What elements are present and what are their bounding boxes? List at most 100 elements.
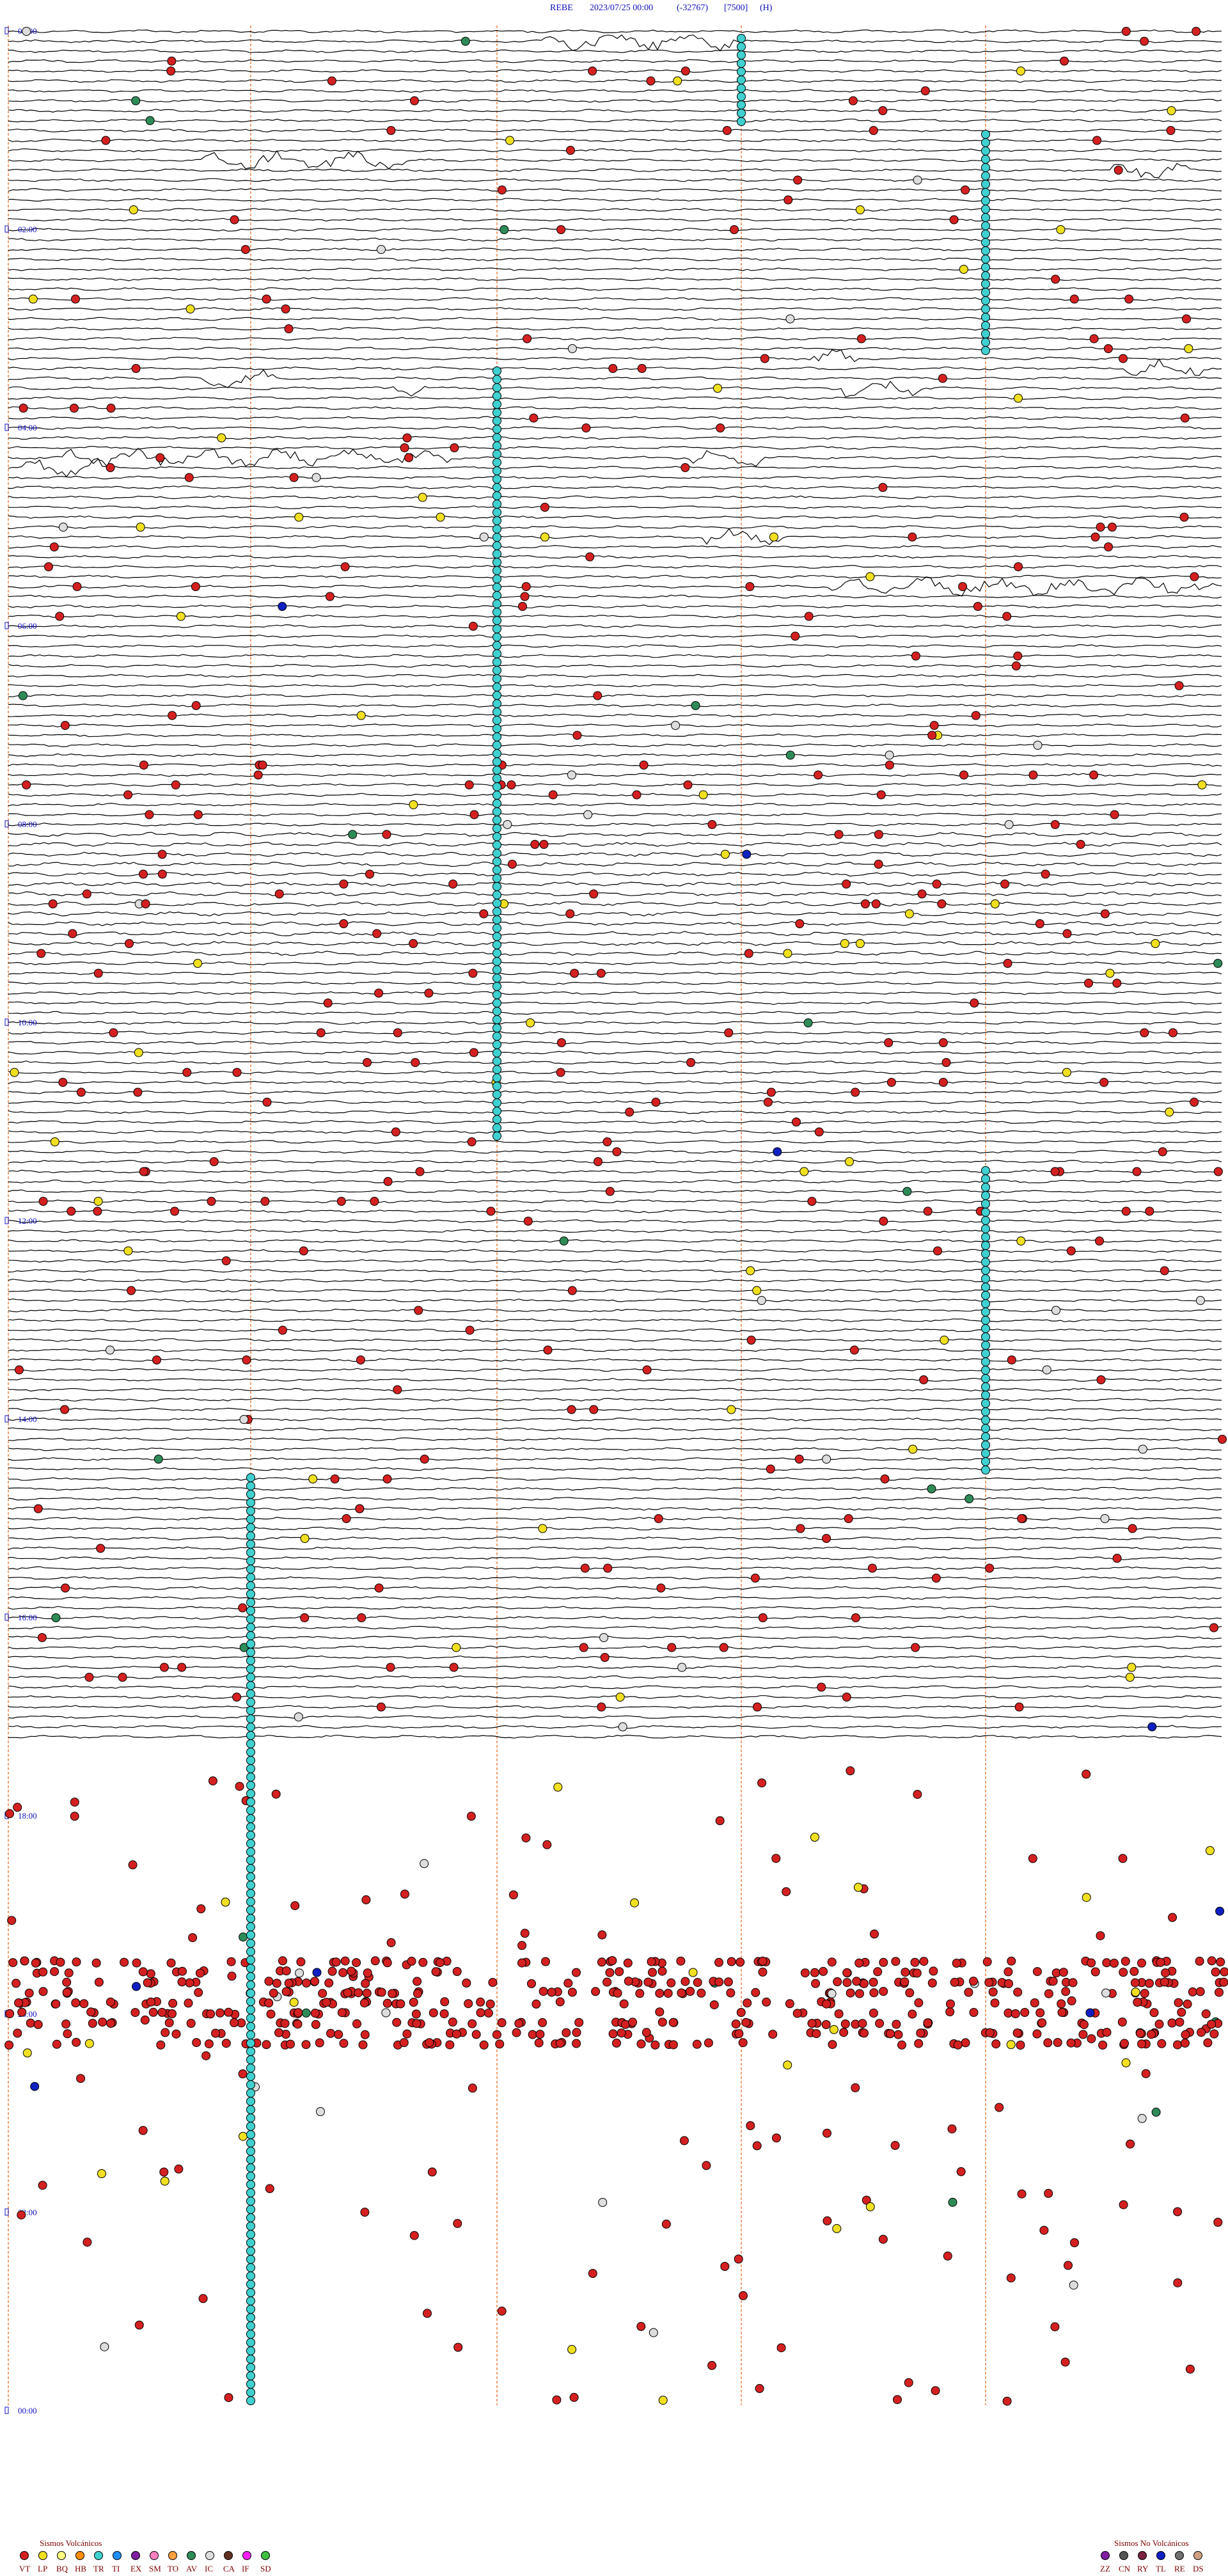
header: REBE 2023/07/25 00:00 (-32767) [7500] (H… <box>550 3 773 13</box>
trace <box>8 1427 1222 1432</box>
event-marker <box>492 466 501 475</box>
trace <box>8 505 1222 509</box>
event-marker <box>585 552 595 562</box>
event-marker <box>98 2018 107 2027</box>
event-marker <box>823 2216 832 2225</box>
event-marker <box>260 1197 270 1206</box>
event-marker <box>1082 1769 1091 1779</box>
event-marker <box>469 1048 478 1057</box>
event-marker <box>246 2305 255 2314</box>
event-marker <box>246 2321 255 2330</box>
event-marker <box>492 375 501 384</box>
event-marker <box>1002 612 1012 621</box>
event-marker <box>1216 1957 1225 1967</box>
trace <box>8 1566 1222 1570</box>
trace <box>8 1467 1222 1471</box>
event-marker <box>1098 2041 1108 2050</box>
event-marker <box>597 1930 607 1940</box>
event-marker <box>352 1958 361 1968</box>
event-marker <box>1118 1854 1128 1863</box>
event-marker <box>12 1979 21 1988</box>
event-marker <box>572 2039 581 2048</box>
event-marker <box>567 344 577 353</box>
event-marker <box>246 2030 255 2039</box>
event-marker <box>452 2029 461 2039</box>
event-marker <box>33 1504 43 1513</box>
event-marker <box>348 830 358 839</box>
event-marker <box>258 761 267 770</box>
event-marker <box>414 1306 423 1315</box>
event-marker <box>753 1702 762 1712</box>
event-marker <box>246 2280 255 2289</box>
event-marker <box>647 1957 656 1966</box>
event-marker <box>278 602 287 611</box>
event-marker <box>1173 2278 1183 2288</box>
event-marker <box>492 1123 501 1132</box>
trace <box>8 1031 1222 1035</box>
legend-code: RE <box>1174 2564 1185 2573</box>
event-marker <box>246 1515 255 1524</box>
event-marker <box>1195 1987 1205 1996</box>
event-marker <box>133 1087 143 1097</box>
event-marker <box>10 1068 19 1077</box>
event-marker <box>392 2018 402 2027</box>
event-marker <box>161 2028 170 2037</box>
event-marker <box>1180 413 1190 423</box>
trace <box>8 515 1222 519</box>
event-marker <box>671 721 681 730</box>
event-marker <box>63 2029 72 2039</box>
event-marker <box>76 2074 86 2083</box>
event-marker <box>792 2009 802 2018</box>
event-marker <box>917 889 927 899</box>
event-marker <box>726 1988 736 1998</box>
event-marker <box>409 2231 419 2240</box>
event-marker <box>246 1706 255 1715</box>
event-marker <box>523 1217 533 1226</box>
trace <box>8 1169 1222 1174</box>
event-marker <box>246 2247 255 2256</box>
event-marker <box>1057 2007 1067 2017</box>
event-marker <box>529 413 539 423</box>
event-marker <box>246 1822 255 1831</box>
event-marker <box>1066 2038 1076 2048</box>
event-marker <box>981 171 990 180</box>
trace <box>8 1050 1222 1055</box>
event-marker <box>751 1987 760 1997</box>
trace <box>8 1119 1222 1125</box>
legend-swatch <box>75 2551 84 2560</box>
event-marker <box>194 1987 203 1997</box>
event-marker <box>981 1324 990 1333</box>
event-marker <box>686 1987 695 1996</box>
event-marker <box>1181 2030 1190 2039</box>
time-label: 16:00 <box>18 1613 37 1622</box>
event-marker <box>793 175 803 185</box>
event-marker <box>981 288 990 297</box>
legend-swatch <box>38 2551 47 2560</box>
event-marker <box>579 1643 588 1652</box>
event-marker <box>246 1498 255 1507</box>
trace <box>8 1140 1222 1144</box>
event-marker <box>460 36 470 46</box>
legend-code: EX <box>130 2564 142 2573</box>
event-marker <box>246 2055 255 2064</box>
event-marker <box>834 830 844 839</box>
event-marker <box>1213 1167 1223 1176</box>
event-marker <box>357 1613 366 1622</box>
event-marker <box>720 2262 730 2271</box>
event-marker <box>656 1583 666 1593</box>
event-marker <box>981 138 990 147</box>
event-marker <box>246 2114 255 2122</box>
event-marker <box>492 649 501 658</box>
event-marker <box>855 1989 864 1998</box>
event-marker <box>157 2007 167 2017</box>
event-marker <box>322 1998 331 2007</box>
event-marker <box>981 1208 990 1217</box>
trace <box>8 1338 1222 1342</box>
time-tick <box>4 820 9 828</box>
event-marker <box>492 475 501 484</box>
event-marker <box>70 1798 79 1807</box>
trace <box>8 961 1222 965</box>
event-marker <box>284 324 294 333</box>
event-marker <box>886 1078 896 1087</box>
event-marker <box>1107 523 1117 532</box>
